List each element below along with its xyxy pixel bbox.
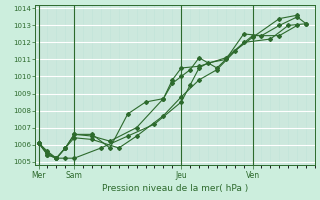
X-axis label: Pression niveau de la mer( hPa ): Pression niveau de la mer( hPa ) bbox=[102, 184, 248, 193]
